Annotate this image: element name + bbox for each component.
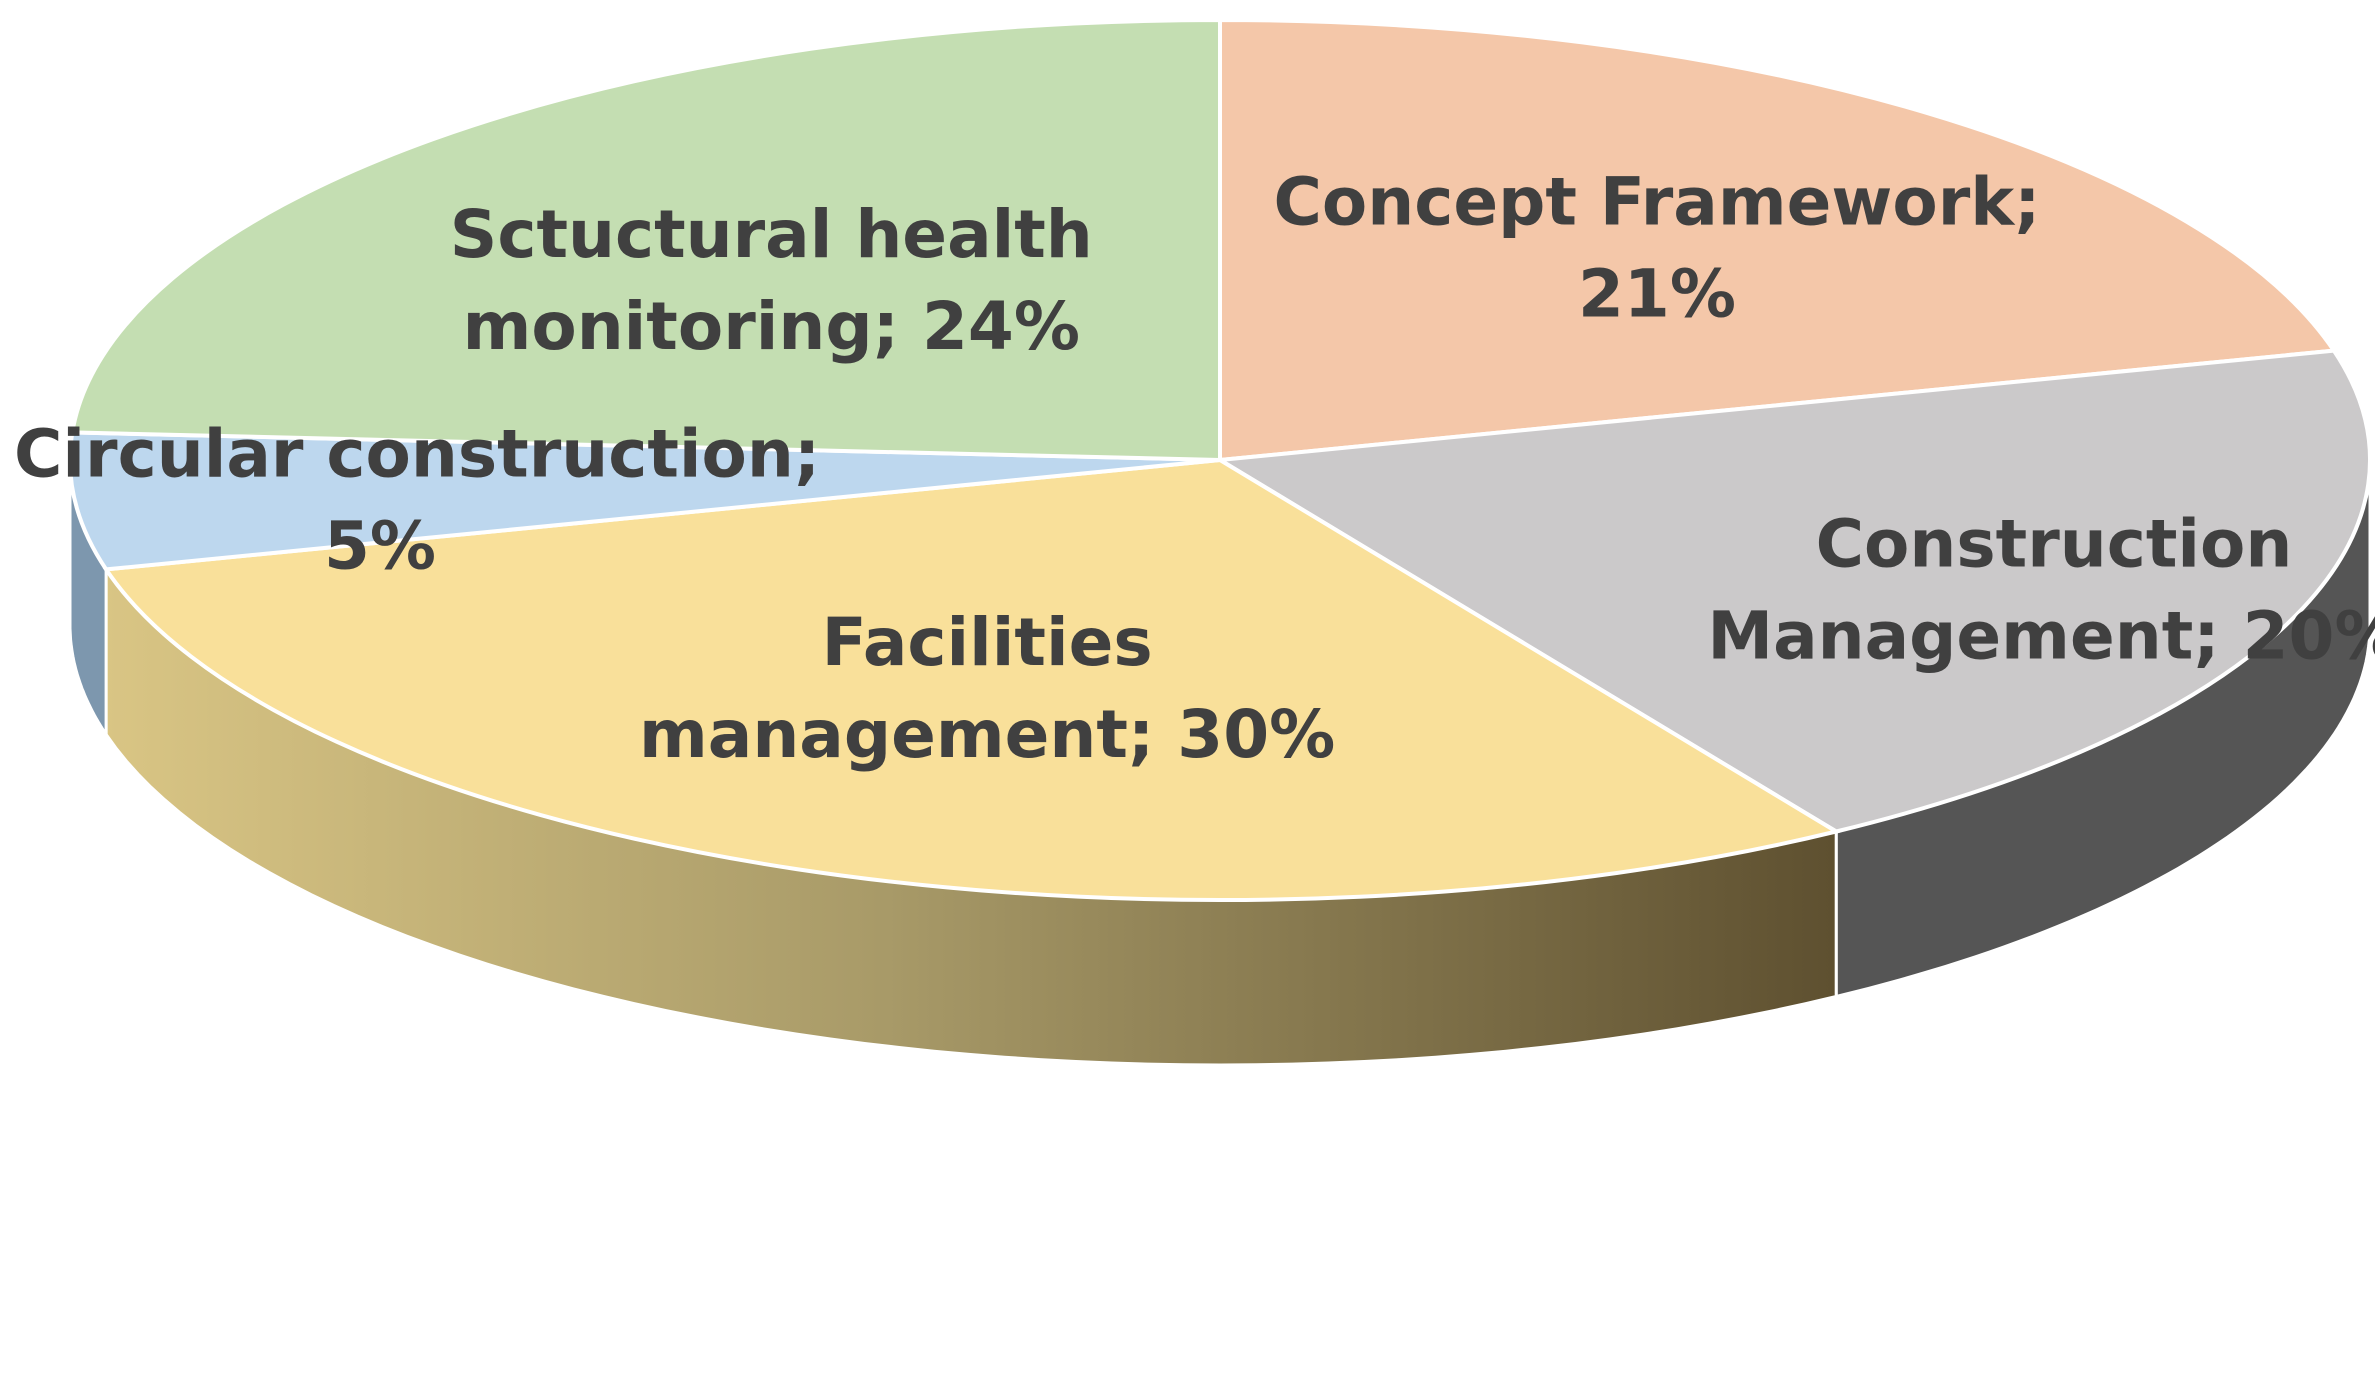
slice-label-3-line-1: 5% [324,507,436,584]
slice-label-2: Facilities management; 30% [639,604,1335,773]
slice-label-2-line-0: Facilities [822,604,1153,681]
pie-tops [68,17,2372,902]
slice-label-4-line-1: monitoring; 24% [463,288,1080,365]
pie-slice-4 [69,17,1222,463]
pie-slice-0 [1218,17,2338,463]
slice-label-2-line-1: management; 30% [639,696,1335,773]
pie-slice-3 [68,430,1221,572]
slice-label-0-line-0: Concept Framework; [1273,163,2040,240]
slice-label-4-line-0: Sctuctural health [450,196,1093,273]
slice-label-4: Sctuctural health monitoring; 24% [450,196,1093,365]
slice-label-0: Concept Framework; 21% [1273,163,2040,332]
slice-label-1-line-0: Construction [1816,505,2293,582]
pie-slice-2 [102,457,1842,902]
slice-label-0-line-1: 21% [1578,255,1736,332]
slice-label-1: Construction Management; 20% [1707,505,2375,674]
pie-slice-1 [1213,348,2372,834]
slice-label-3: Circular construction; 5% [14,415,820,584]
pie-labels: Concept Framework; 21% Construction Managem… [14,163,2375,773]
slice-label-3-line-0: Circular construction; [14,415,820,492]
slice-label-1-line-1: Management; 20% [1707,597,2375,674]
